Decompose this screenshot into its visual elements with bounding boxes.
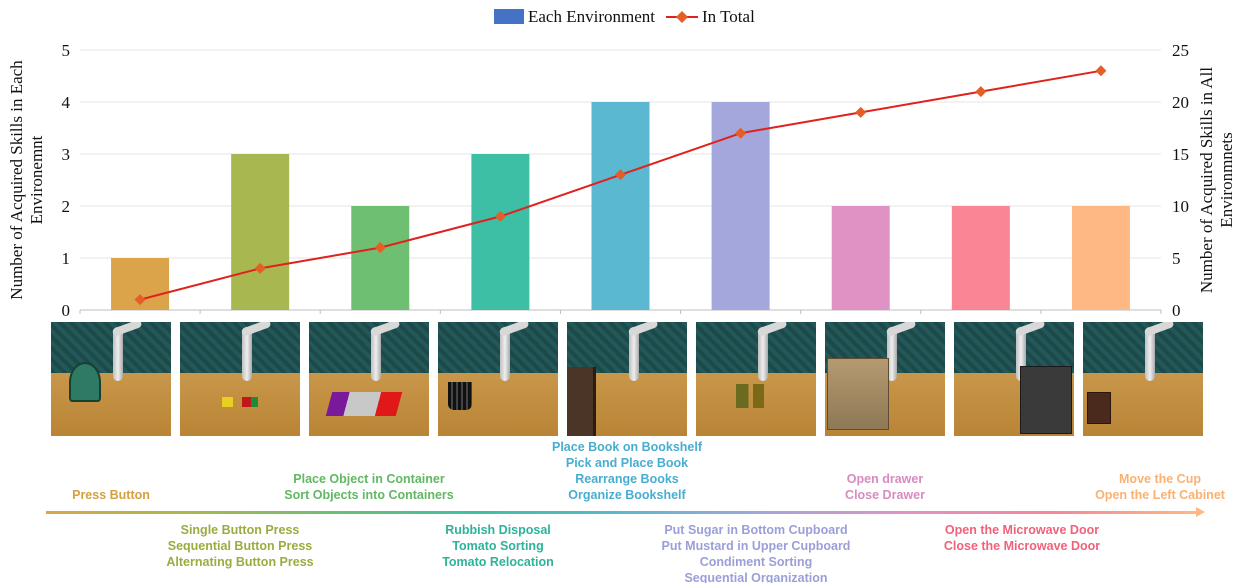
drawer-cabinet-object xyxy=(827,358,889,430)
chart-axes: 0 1 2 3 4 5 0 5 10 15 20 25 Number of Acquired Skill… xyxy=(7,41,1236,320)
chart-bars xyxy=(111,102,1130,310)
drawer-scene xyxy=(825,322,945,436)
caption-line: Organize Bookshelf xyxy=(568,488,686,502)
skill-caption: Rubbish Disposal Tomato Sorting Tomato Rel… xyxy=(442,522,554,570)
caption-line: Open the Left Cabinet xyxy=(1095,488,1225,502)
chart-line xyxy=(134,65,1107,306)
caption-line: Close the Microwave Door xyxy=(943,539,1101,553)
press-button-scene xyxy=(51,322,171,436)
caption-line: Press Button xyxy=(72,488,150,502)
caption-line: Move the Cup xyxy=(1119,472,1201,486)
right-tick-label: 0 xyxy=(1172,301,1181,320)
y-axis-label-left: Number of Acquired Skills in EachEnviron… xyxy=(7,60,46,300)
bookshelf-scene xyxy=(567,322,687,436)
right-tick-label: 10 xyxy=(1172,197,1189,216)
skill-caption: Put Sugar in Bottom Cupboard Put Mustard … xyxy=(662,522,851,583)
skill-caption: Open the Microwave Door Close the Microwa… xyxy=(944,522,1100,554)
right-tick-label: 25 xyxy=(1172,41,1189,60)
caption-line: Single Button Press xyxy=(180,523,300,537)
y-axis-label-right: Number of Acquired Skills in AllEnvironm… xyxy=(1197,67,1236,293)
legend-bar-swatch xyxy=(494,9,524,24)
bookshelf-object xyxy=(567,367,596,436)
line-marker xyxy=(855,106,867,118)
line-marker xyxy=(975,86,987,98)
right-tick-label: 15 xyxy=(1172,145,1189,164)
line-marker xyxy=(494,210,506,222)
legend-label-total: In Total xyxy=(702,7,755,26)
bar xyxy=(1071,206,1130,310)
right-tick-label: 5 xyxy=(1172,249,1181,268)
combo-chart: Each Environment In Total 0 1 2 3 4 5 0 5 10 15 20 2… xyxy=(7,7,1236,320)
skill-caption: Press Button xyxy=(72,487,150,503)
line-marker xyxy=(374,242,386,254)
bar xyxy=(951,206,1010,310)
cabinet-object xyxy=(1087,392,1111,424)
skill-caption: Place Object in Container Sort Objects in… xyxy=(284,471,453,503)
cupboard-scene xyxy=(696,322,816,436)
bar xyxy=(351,206,410,310)
line-marker xyxy=(134,294,146,306)
caption-line: Close Drawer xyxy=(845,488,925,502)
caption-line: Put Mustard in Upper Cupboard xyxy=(661,539,851,553)
bin-object xyxy=(448,382,472,410)
left-tick-label: 2 xyxy=(62,197,71,216)
lamp-object xyxy=(69,362,101,402)
microwave-object xyxy=(1020,366,1072,434)
microwave-scene xyxy=(954,322,1074,436)
tray-object xyxy=(325,392,403,416)
skill-caption: Single Button Press Sequential Button Pre… xyxy=(166,522,313,570)
caption-line: Open drawer xyxy=(846,472,924,486)
caption-line: Sequential Organization xyxy=(684,571,828,583)
rubbish-tomato-scene xyxy=(438,322,558,436)
buttons-object xyxy=(222,397,258,407)
caption-line: Rearrange Books xyxy=(575,472,679,486)
caption-line: Place Book on Bookshelf xyxy=(551,440,703,454)
line-marker xyxy=(735,127,747,139)
timeline-arrow-icon xyxy=(1196,507,1205,517)
right-tick-label: 20 xyxy=(1172,93,1189,112)
caption-line: Sort Objects into Containers xyxy=(284,488,454,502)
caption-line: Sequential Button Press xyxy=(167,539,313,553)
line-marker xyxy=(615,169,626,181)
legend-label-each: Each Environment xyxy=(528,7,655,26)
left-tick-label: 3 xyxy=(62,145,71,164)
container-scene xyxy=(309,322,429,436)
chart-legend: Each Environment In Total xyxy=(494,7,755,26)
cabinet-scene xyxy=(1083,322,1203,436)
bar xyxy=(591,102,650,310)
line-marker xyxy=(254,262,266,274)
skill-caption: Place Book on Bookshelf Pick and Place Bo… xyxy=(552,439,702,503)
skill-caption: Open drawer Close Drawer xyxy=(845,471,925,503)
bar xyxy=(231,154,290,310)
bar xyxy=(471,154,530,310)
caption-line: Open the Microwave Door xyxy=(944,523,1100,537)
left-tick-label: 0 xyxy=(62,301,71,320)
caption-line: Condiment Sorting xyxy=(699,555,813,569)
timeline-gradient-bar xyxy=(46,511,1198,514)
bar xyxy=(831,206,890,310)
skill-caption: Move the Cup Open the Left Cabinet xyxy=(1095,471,1225,503)
caption-line: Rubbish Disposal xyxy=(445,523,551,537)
caption-line: Put Sugar in Bottom Cupboard xyxy=(664,523,848,537)
left-tick-label: 4 xyxy=(62,93,71,112)
caption-line: Place Object in Container xyxy=(293,472,445,486)
caption-line: Pick and Place Book xyxy=(565,456,689,470)
left-tick-label: 1 xyxy=(62,249,71,268)
line-marker xyxy=(1095,65,1107,77)
caption-line: Tomato Relocation xyxy=(442,555,554,569)
left-tick-label: 5 xyxy=(62,41,71,60)
button-press-scene xyxy=(180,322,300,436)
legend-marker-swatch xyxy=(676,11,688,23)
caption-line: Alternating Button Press xyxy=(166,555,314,569)
cans-object xyxy=(736,384,764,408)
caption-line: Tomato Sorting xyxy=(452,539,544,553)
